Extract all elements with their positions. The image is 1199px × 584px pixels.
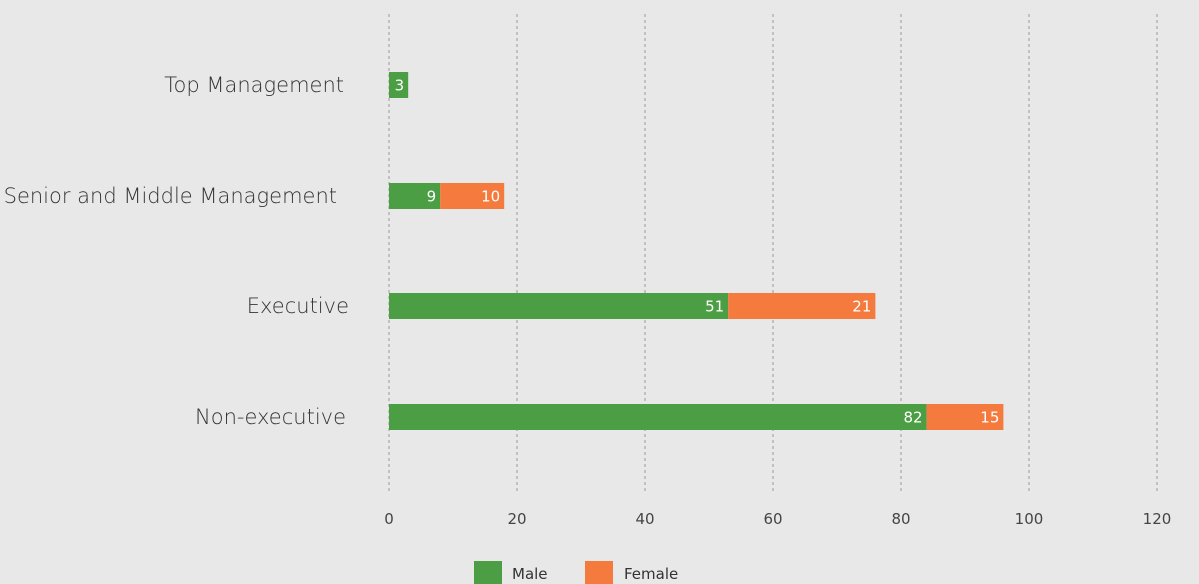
data-label-female: 10 [481, 188, 500, 206]
bars: 3 9 10 51 21 82 15 [389, 72, 1004, 430]
data-label-male: 3 [395, 77, 405, 95]
x-tick-label: 20 [507, 510, 526, 528]
category-labels: Top Management Senior and Middle Manageme… [4, 73, 349, 429]
category-label: Senior and Middle Management [4, 184, 337, 208]
x-tick-label: 80 [891, 510, 910, 528]
x-tick-label: 40 [635, 510, 654, 528]
legend: Male Female [474, 561, 678, 584]
data-label-male: 82 [904, 409, 923, 427]
bar-male [389, 293, 729, 319]
category-label: Non-executive [195, 405, 346, 429]
data-label-male: 51 [705, 298, 724, 316]
bar-female [926, 404, 1004, 430]
data-label-male: 9 [427, 188, 437, 206]
bar-female [728, 293, 876, 319]
x-tick-label: 0 [384, 510, 394, 528]
x-tick-label: 100 [1015, 510, 1044, 528]
category-label: Top Management [164, 73, 344, 97]
x-tick-label: 120 [1143, 510, 1172, 528]
legend-label-male: Male [512, 565, 548, 583]
data-label-female: 15 [980, 409, 999, 427]
legend-swatch-female [585, 561, 613, 584]
bar-male [389, 404, 927, 430]
bar-male [389, 72, 409, 98]
category-label: Executive [247, 294, 349, 318]
bar-female [440, 183, 505, 209]
legend-swatch-male [474, 561, 502, 584]
x-tick-label: 60 [763, 510, 782, 528]
legend-label-female: Female [624, 565, 678, 583]
bar-male [389, 183, 441, 209]
x-axis-tick-labels: 0 20 40 60 80 100 120 [384, 510, 1171, 528]
data-label-female: 21 [852, 298, 871, 316]
